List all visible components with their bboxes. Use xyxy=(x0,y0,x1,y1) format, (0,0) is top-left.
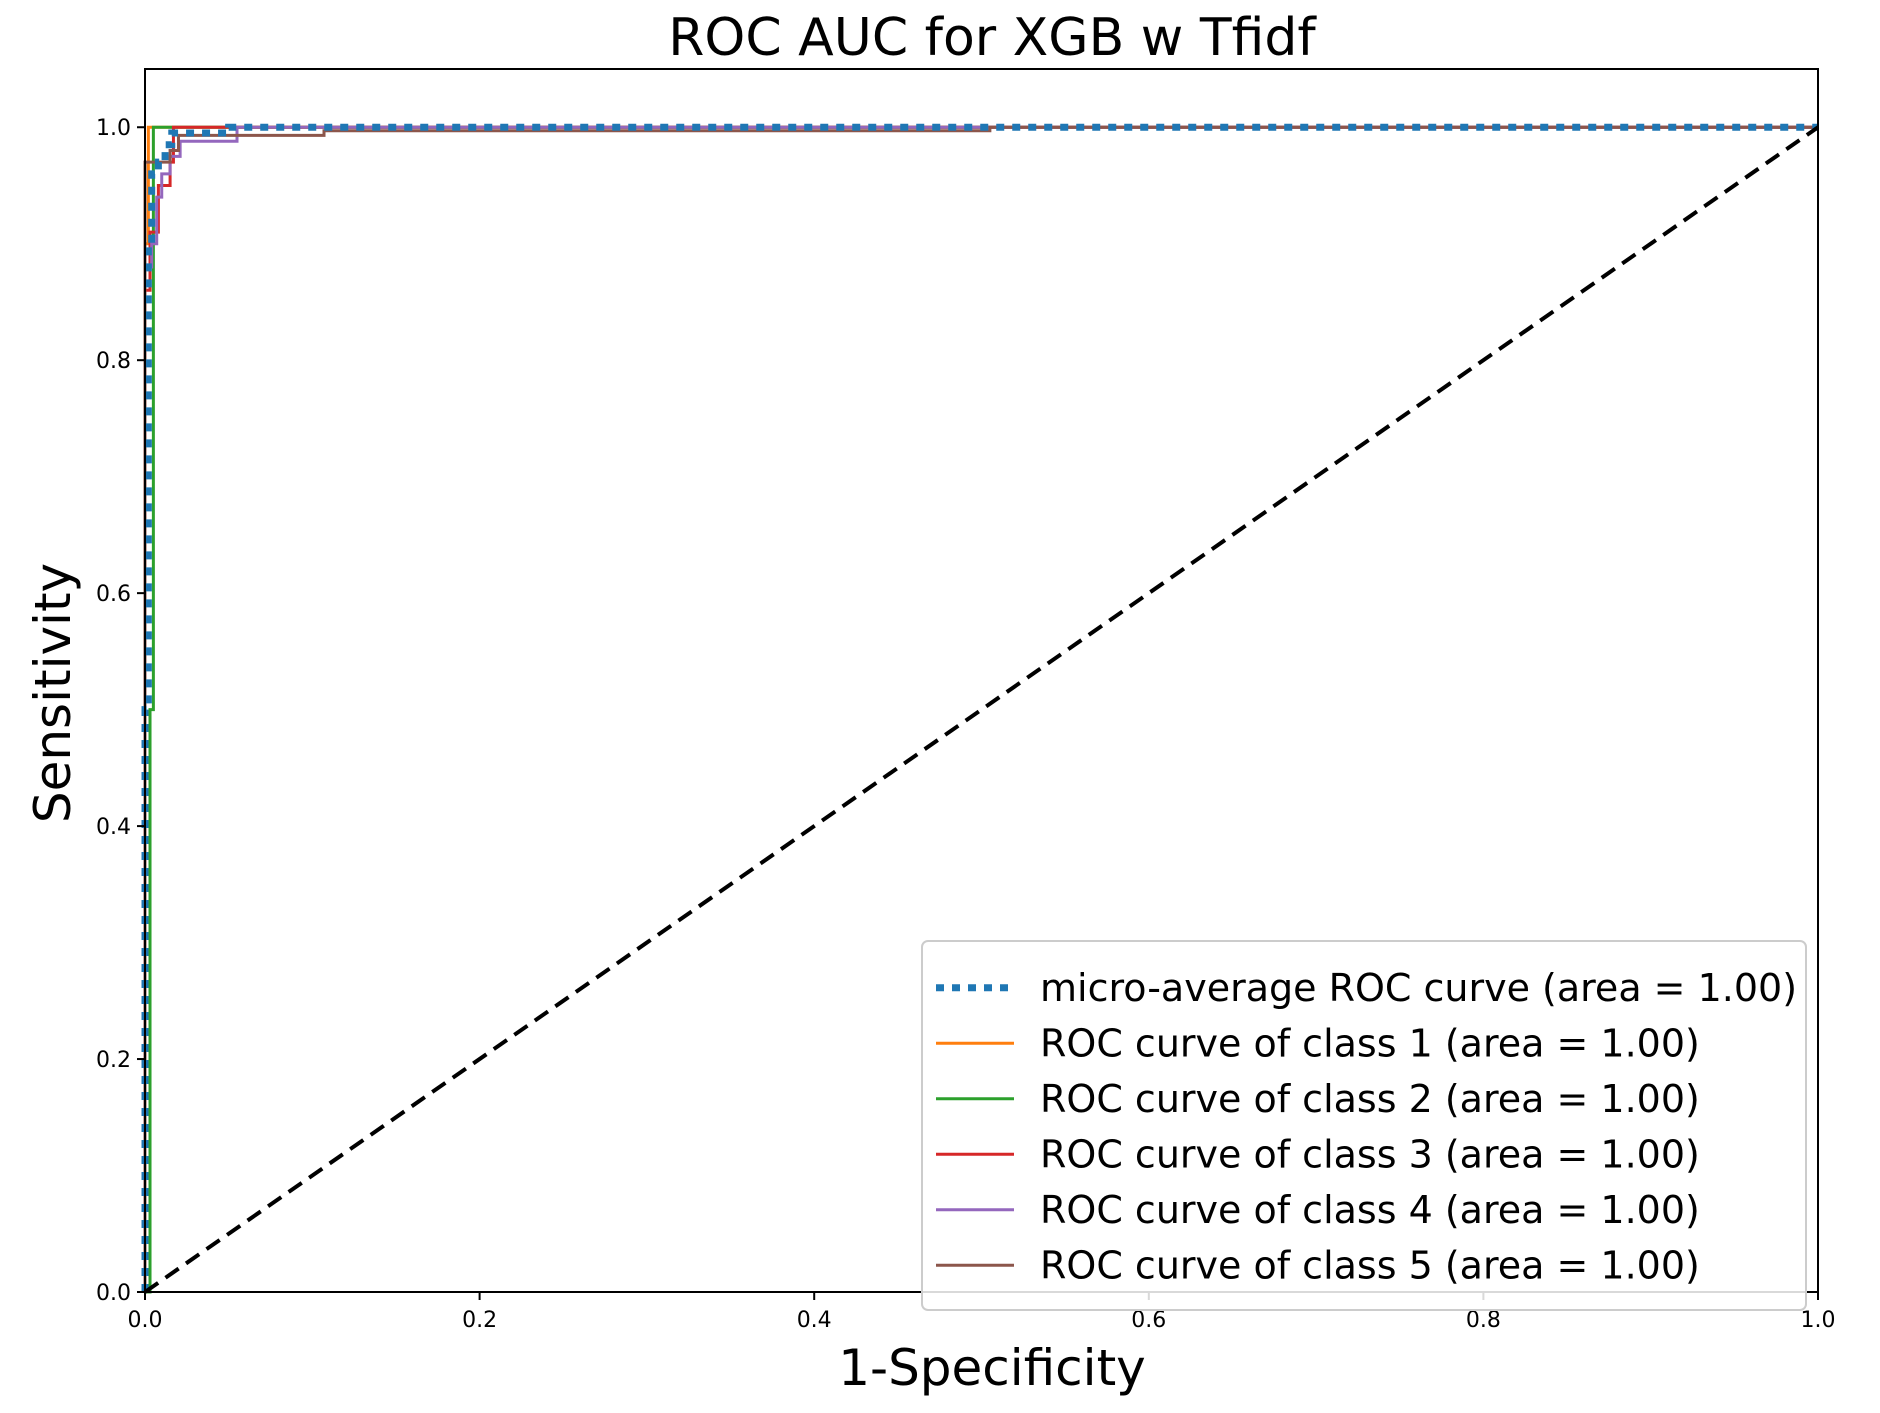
y-tick-label: 1.0 xyxy=(96,116,131,141)
x-tick-label: 0.2 xyxy=(462,1308,497,1333)
y-tick-label: 0.8 xyxy=(96,349,131,374)
x-tick-label: 1.0 xyxy=(1801,1308,1836,1333)
y-tick-label: 0.0 xyxy=(96,1281,131,1306)
y-tick-label: 0.2 xyxy=(96,1048,131,1073)
legend-label-1: ROC curve of class 1 (area = 1.00) xyxy=(1040,1021,1700,1065)
y-tick-label: 0.4 xyxy=(96,815,131,840)
legend: micro-average ROC curve (area = 1.00) ROC… xyxy=(921,940,1807,1311)
legend-label-2: ROC curve of class 2 (area = 1.00) xyxy=(1040,1077,1700,1121)
chart-title: ROC AUC for XGB w Tfidf xyxy=(668,8,1317,68)
y-tick-label: 0.6 xyxy=(96,582,131,607)
diagonal-reference-line xyxy=(143,125,1820,1294)
series-line-0 xyxy=(141,123,1818,1292)
x-tick-label: 0.0 xyxy=(128,1308,163,1333)
legend-label-5: ROC curve of class 5 (area = 1.00) xyxy=(1040,1243,1700,1287)
x-tick-label: 0.8 xyxy=(1466,1308,1501,1333)
y-axis-label: Sensitivity xyxy=(24,563,82,823)
legend-box xyxy=(921,940,1807,1311)
x-tick-label: 0.4 xyxy=(797,1308,832,1333)
series-line-4 xyxy=(143,125,1818,1292)
x-tick-label: 0.6 xyxy=(1131,1308,1166,1333)
legend-label-4: ROC curve of class 4 (area = 1.00) xyxy=(1040,1188,1700,1232)
legend-label-3: ROC curve of class 3 (area = 1.00) xyxy=(1040,1132,1700,1176)
legend-label-0: micro-average ROC curve (area = 1.00) xyxy=(1040,966,1797,1010)
x-axis-label: 1-Specificity xyxy=(838,1339,1146,1397)
